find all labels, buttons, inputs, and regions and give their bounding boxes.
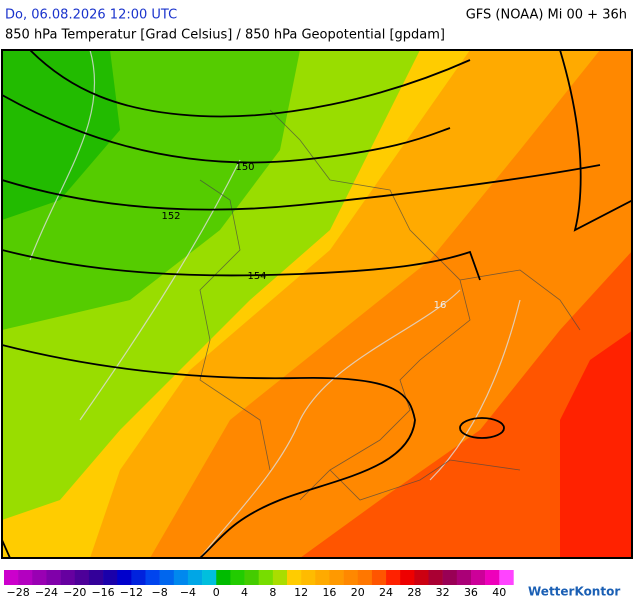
- colorbar-swatch: [74, 570, 90, 585]
- colorbar-label: 20: [351, 586, 365, 599]
- colorbar-swatch: [272, 570, 288, 585]
- colorbar-swatch: [442, 570, 458, 585]
- colorbar-label: −28: [7, 586, 30, 599]
- colorbar-swatch: [428, 570, 443, 585]
- isotherm: [29, 50, 521, 558]
- map: [2, 50, 632, 558]
- colorbar-label: −16: [91, 586, 114, 599]
- geopotential-contour: [29, 50, 471, 118]
- colorbar-swatch: [60, 570, 76, 585]
- colorbar-swatch: [46, 570, 61, 585]
- colorbar-swatch: [414, 570, 429, 585]
- colorbar-swatch: [287, 570, 302, 585]
- country-border: [199, 109, 581, 501]
- colorbar-swatch: [145, 570, 160, 585]
- colorbar-swatch: [230, 570, 245, 585]
- colorbar-swatch: [173, 570, 189, 585]
- geopotential-contour: [2, 94, 451, 164]
- date: Do, 06.08.2026 12:00 UTC: [5, 8, 177, 23]
- colorbar-swatch: [470, 570, 486, 585]
- colorbar-swatch: [499, 570, 514, 585]
- colorbar-swatch: [258, 570, 274, 585]
- colorbar-swatch: [485, 570, 500, 585]
- colorbar-swatch: [315, 570, 330, 585]
- colorbar-label: 8: [269, 586, 276, 599]
- colorbar-swatch: [244, 570, 259, 585]
- colorbar-swatch: [32, 570, 47, 585]
- contour-label: 150: [235, 162, 254, 173]
- colorbar-label: 12: [294, 586, 308, 599]
- colorbar-swatch: [187, 570, 203, 585]
- colorbar-label: −20: [63, 586, 86, 599]
- colorbar-label: 4: [241, 586, 248, 599]
- colorbar-label: 16: [322, 586, 336, 599]
- colorbar-swatch: [301, 570, 316, 585]
- colorbar-label: 36: [464, 586, 478, 599]
- geopotential-contour: [2, 344, 416, 558]
- geopotential-contour: [559, 50, 632, 232]
- colorbar-label: −24: [35, 586, 58, 599]
- colorbar-swatch: [456, 570, 472, 585]
- contour-label: 152: [161, 211, 180, 222]
- contour-label: 154: [247, 271, 266, 282]
- colorbar-swatch: [386, 570, 401, 585]
- colorbar-label: −12: [120, 586, 143, 599]
- colorbar-swatch: [131, 570, 146, 585]
- colorbar-swatch: [202, 570, 217, 585]
- colorbar-label: 28: [407, 586, 421, 599]
- colorbar-label: 24: [379, 586, 393, 599]
- geopotential-contour: [2, 249, 481, 281]
- subtitle: 850 hPa Temperatur [Grad Celsius] / 850 …: [5, 28, 445, 43]
- colorbar-swatch: [18, 570, 33, 585]
- geopotential-contour: [459, 417, 505, 439]
- geopotential-contour: [2, 164, 601, 211]
- colorbar-label: 40: [492, 586, 506, 599]
- model-run: GFS (NOAA) Mi 00 + 36h: [466, 8, 627, 23]
- isotherm-label: 16: [434, 300, 447, 311]
- colorbar: −28 −24 −20 −16 −12 −8 −4 0 4 8 12 16 20 24 28 32 36 40: [4, 570, 514, 599]
- colorbar-swatch: [4, 570, 19, 585]
- colorbar-swatch: [216, 570, 231, 585]
- map-frame: [1, 49, 633, 559]
- logo: WetterKontor: [528, 585, 620, 599]
- colorbar-label: 32: [436, 586, 450, 599]
- colorbar-label: 0: [213, 586, 220, 599]
- colorbar-swatch: [88, 570, 104, 585]
- colorbar-label: −8: [152, 586, 168, 599]
- colorbar-swatch: [159, 570, 175, 585]
- colorbar-swatch: [343, 570, 359, 585]
- colorbar-label: −4: [180, 586, 196, 599]
- colorbar-swatch: [371, 570, 387, 585]
- colorbar-swatch: [329, 570, 344, 585]
- colorbar-swatch: [400, 570, 415, 585]
- colorbar-swatch: [117, 570, 132, 585]
- geopotential-contour: [2, 539, 11, 558]
- colorbar-swatch: [357, 570, 373, 585]
- colorbar-swatch: [103, 570, 118, 585]
